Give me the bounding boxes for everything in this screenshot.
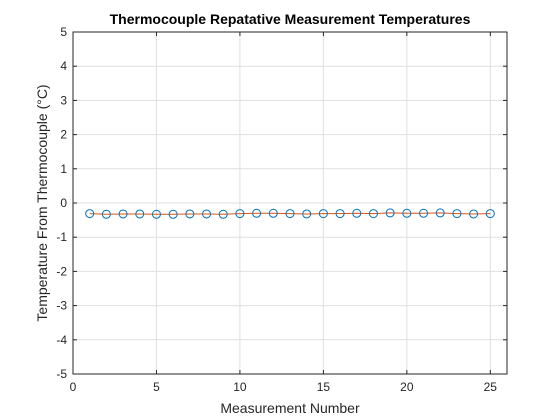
x-tick-label: 25	[484, 380, 498, 394]
y-tick-label: -3	[56, 299, 67, 313]
x-axis-label: Measurement Number	[220, 400, 360, 416]
chart-title: Thermocouple Repatative Measurement Temp…	[110, 11, 471, 27]
x-tick-label: 15	[317, 380, 331, 394]
x-tick-label: 10	[233, 380, 247, 394]
y-tick-label: -2	[56, 264, 67, 278]
x-tick-label: 0	[70, 380, 77, 394]
y-tick-label: 3	[60, 93, 67, 107]
y-tick-label: -1	[56, 230, 67, 244]
x-tick-label: 20	[400, 380, 414, 394]
y-tick-label: 2	[60, 128, 67, 142]
y-tick-label: 0	[60, 196, 67, 210]
x-tick-label: 5	[153, 380, 160, 394]
y-tick-label: 4	[60, 59, 67, 73]
y-tick-label: 5	[60, 25, 67, 39]
y-tick-label: -5	[56, 367, 67, 381]
y-tick-label: -4	[56, 333, 67, 347]
y-axis-label: Temperature From Thermocouple (°C)	[34, 84, 50, 321]
y-tick-label: 1	[60, 162, 67, 176]
